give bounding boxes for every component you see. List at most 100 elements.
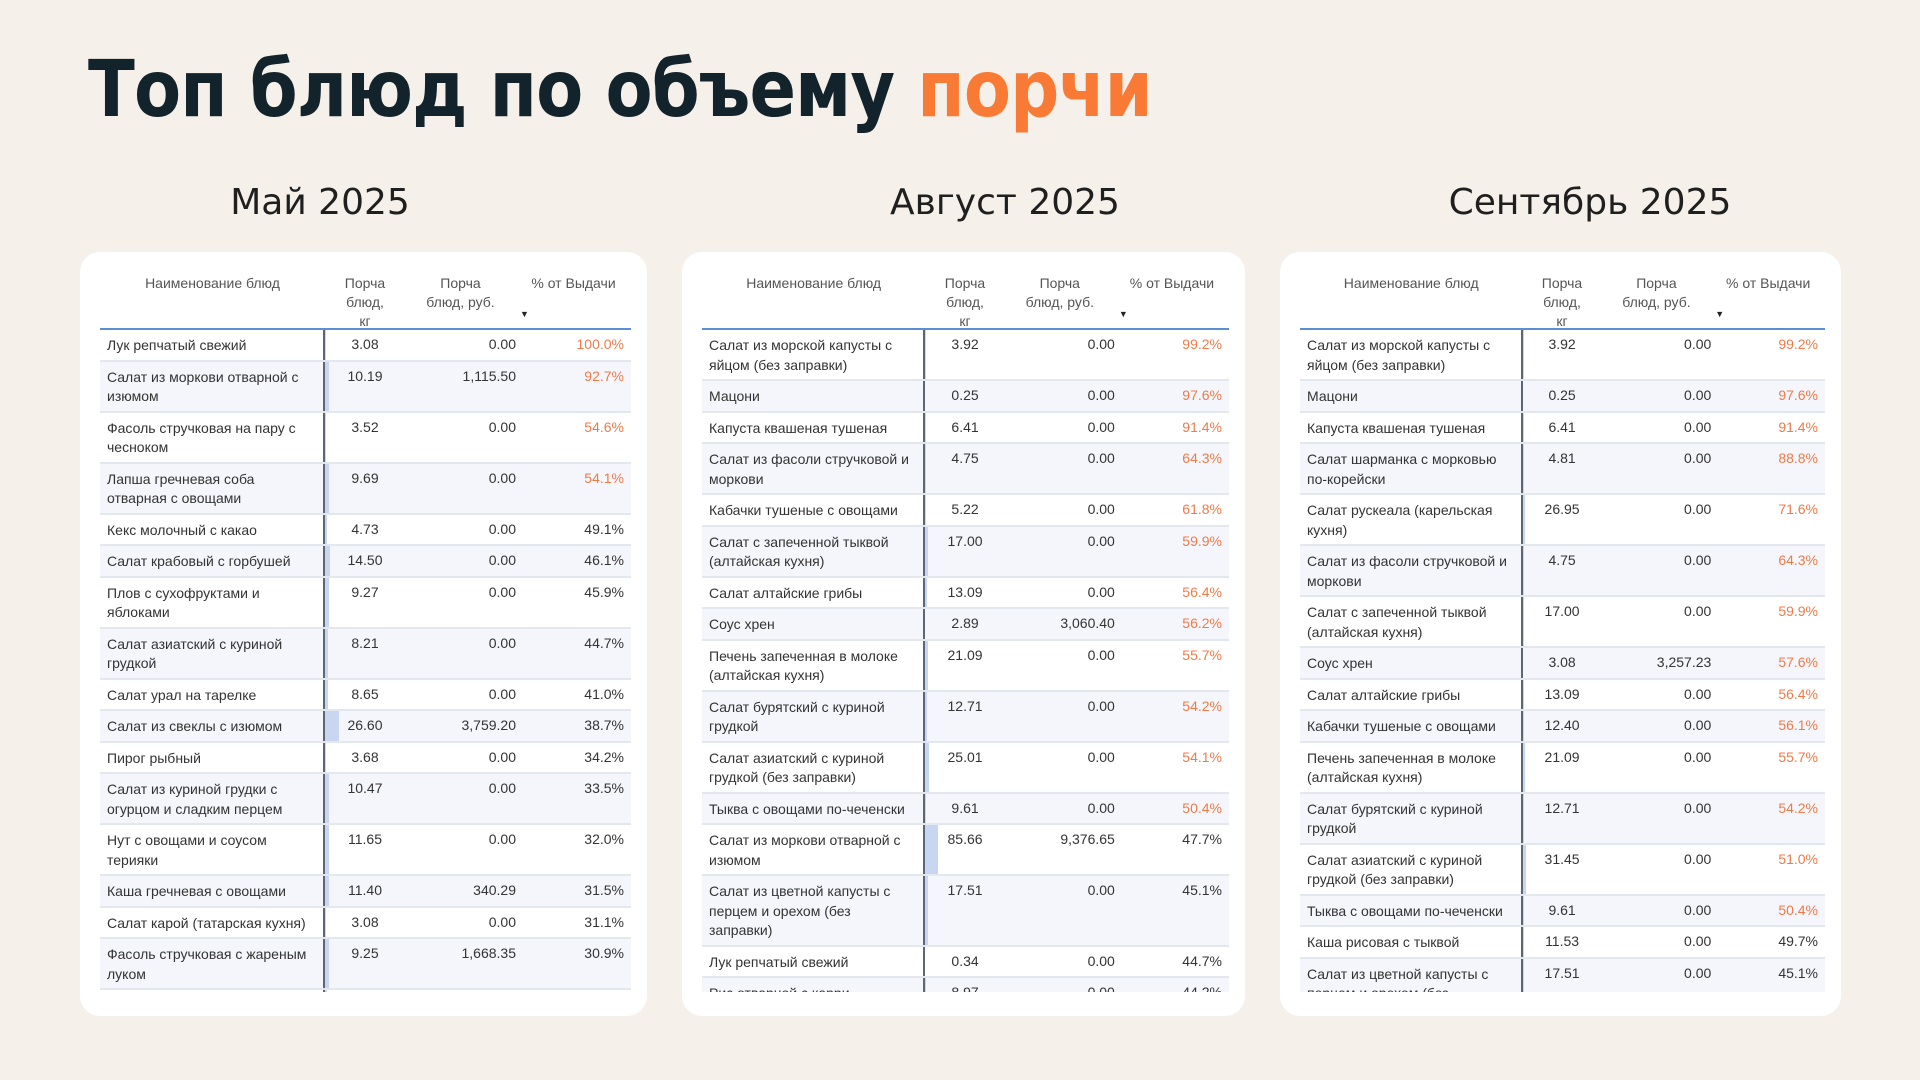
- period-title-may: Май 2025: [230, 182, 410, 223]
- column-header-rub[interactable]: Порча блюд, руб.: [1602, 266, 1712, 328]
- table-row[interactable]: Лук репчатый свежий 0.34 0.00 44.7%: [702, 946, 1229, 978]
- spoilage-kg-cell: 26.95: [1522, 495, 1602, 544]
- table-row[interactable]: Салат карой (татарская кухня) 3.08 0.00 31.…: [100, 907, 631, 939]
- sort-desc-icon[interactable]: ▼: [1118, 309, 1128, 319]
- table-row[interactable]: Салат из морской капусты с яйцом (без за…: [1300, 330, 1825, 381]
- dish-name-cell: Салат рускеала (карельская кухня): [1300, 495, 1523, 544]
- dish-name-cell: Салат азиатский с куриной грудкой: [100, 628, 325, 678]
- table-row[interactable]: Салат крабовый с горбушей 14.50 0.00 46.1%: [100, 546, 631, 578]
- table-row[interactable]: Тыква с овощами по-чеченски 9.61 0.00 50.4%: [1300, 895, 1825, 927]
- percent-of-issue-cell: 45.9%: [584, 583, 624, 600]
- period-title-september: Сентябрь 2025: [1448, 182, 1732, 223]
- percent-of-issue-cell: 29.8%: [516, 990, 631, 992]
- table-row[interactable]: Салат алтайские грибы 13.09 0.00 56.4%: [702, 577, 1229, 609]
- table-row[interactable]: Салат алтайские грибы 13.09 0.00 56.4%: [1300, 679, 1825, 711]
- table-row[interactable]: Салат азиатский с куриной грудкой (без з…: [702, 742, 1229, 794]
- table-row[interactable]: Соус хрен 3.08 3,257.23 57.6%: [1300, 648, 1825, 680]
- spoilage-rub-cell: 3,257.23: [1656, 654, 1712, 670]
- table-row[interactable]: Салат из моркови отварной с изюмом 10.19 1…: [100, 361, 631, 413]
- kg-data-bar: [325, 577, 329, 627]
- table-row[interactable]: Салат азиатский с куриной грудкой (без з…: [1300, 844, 1825, 896]
- sort-desc-icon[interactable]: ▼: [1715, 309, 1725, 319]
- table-row[interactable]: Салат из фасоли стручковой и моркови 4.75…: [1300, 546, 1825, 597]
- table-row[interactable]: Каша гречневая с овощами 11.40 340.29 31.5%: [100, 876, 631, 908]
- table-row[interactable]: Фасоль стручковая с жареным луком 9.25 1,6…: [100, 939, 631, 990]
- column-header-kg[interactable]: Порча блюд, кг: [925, 266, 1004, 329]
- table-row[interactable]: Печень запеченная в молоке (алтайская ку…: [1300, 742, 1825, 794]
- spoilage-kg-cell: 0.25: [1523, 381, 1602, 411]
- table-row[interactable]: Капуста квашеная тушеная 6.41 0.00 91.4%: [702, 412, 1229, 444]
- column-header-pct-cell[interactable]: % от Выдачи ▼: [1711, 266, 1825, 328]
- dish-name-cell: Салат из цветной капусты с перцем и орех…: [1300, 958, 1523, 992]
- spoilage-kg-value: 4.75: [1548, 552, 1576, 568]
- table-august[interactable]: Наименование блюд Порча блюд, кг Порча блюд,…: [702, 266, 1229, 992]
- table-row[interactable]: Мацони 0.25 0.00 97.6%: [702, 381, 1229, 413]
- spoilage-kg-value: 26.60: [347, 717, 383, 733]
- table-row[interactable]: Лук репчатый свежий 3.08 0.00 100.0%: [100, 330, 631, 362]
- column-header-name[interactable]: Наименование блюд: [746, 275, 882, 291]
- table-row[interactable]: Салат из б/к капусты с яблоком и огурцом…: [100, 990, 631, 992]
- dish-name-cell: Мацони: [1300, 381, 1523, 411]
- spoilage-rub-cell: 0.00: [1087, 387, 1115, 403]
- table-row[interactable]: Рис отварной с карри 8.97 0.00 44.2%: [702, 978, 1229, 992]
- spoilage-kg-cell: 11.40: [325, 876, 405, 906]
- table-row[interactable]: Салат из моркови отварной с изюмом 85.66 9…: [702, 825, 1229, 876]
- table-row[interactable]: Плов с сухофруктами и яблоками 9.27 0.00 45…: [100, 577, 631, 629]
- table-row[interactable]: Салат из морской капусты с яйцом (без за…: [702, 330, 1229, 381]
- table-row[interactable]: Пирог рыбный 3.68 0.00 34.2%: [100, 742, 631, 774]
- table-row[interactable]: Салат урал на тарелке 8.65 0.00 41.0%: [100, 679, 631, 711]
- table-row[interactable]: Кекс молочный с какао 4.73 0.00 49.1%: [100, 514, 631, 546]
- column-header-kg[interactable]: Порча блюд, кг: [325, 266, 405, 329]
- table-row[interactable]: Тыква с овощами по-чеченски 9.61 0.00 50.4%: [702, 793, 1229, 825]
- table-row[interactable]: Салат бурятский с куриной грудкой 12.71 0.…: [1300, 793, 1825, 845]
- spoilage-kg-value: 12.40: [1544, 717, 1580, 733]
- spoilage-kg-value: 4.81: [1548, 450, 1576, 466]
- table-row[interactable]: Мацони 0.25 0.00 97.6%: [1300, 381, 1825, 413]
- table-row[interactable]: Салат шарманка с морковью по-корейски 4.8…: [1300, 444, 1825, 495]
- table-row[interactable]: Кабачки тушеные с овощами 12.40 0.00 56.1%: [1300, 711, 1825, 743]
- table-row[interactable]: Салат из цветной капусты с перцем и орех…: [702, 876, 1229, 947]
- column-header-name[interactable]: Наименование блюд: [1343, 275, 1479, 291]
- table-row[interactable]: Салат из свеклы с изюмом 26.60 3,759.20 38.…: [100, 711, 631, 743]
- spoilage-kg-value: 14.50: [347, 552, 383, 568]
- table-row[interactable]: Капуста квашеная тушеная 6.41 0.00 91.4%: [1300, 412, 1825, 444]
- table-row[interactable]: Салат бурятский с куриной грудкой 12.71 0.…: [702, 691, 1229, 743]
- spoilage-rub-cell: 0.00: [488, 780, 516, 796]
- table-row[interactable]: Салат с запеченной тыквой (алтайская кух…: [1300, 597, 1825, 648]
- column-header-name[interactable]: Наименование блюд: [145, 275, 280, 291]
- spoilage-rub-cell: 340.29: [473, 882, 516, 898]
- dish-name-cell: Салат из моркови отварной с изюмом: [702, 825, 926, 874]
- spoilage-kg-cell: 8.65: [325, 679, 405, 709]
- column-header-rub[interactable]: Порча блюд, руб.: [405, 266, 516, 328]
- table-row[interactable]: Салат азиатский с куриной грудкой 8.21 0.0…: [100, 628, 631, 680]
- sort-desc-icon[interactable]: ▼: [520, 309, 529, 319]
- spoilage-rub-cell: 0.00: [488, 685, 516, 702]
- table-row[interactable]: Фасоль стручковая на пару с чесноком 3.52…: [100, 412, 631, 464]
- dish-name-cell: Соус хрен: [1300, 648, 1523, 678]
- spoilage-kg-cell: 9.25: [325, 939, 405, 988]
- table-row[interactable]: Салат рускеала (карельская кухня) 26.95 0.…: [1300, 495, 1825, 546]
- kg-data-bar: [925, 793, 927, 823]
- spoilage-kg-value: 10.19: [347, 367, 383, 384]
- table-september[interactable]: Наименование блюд Порча блюд, кг Порча блюд,…: [1300, 266, 1825, 992]
- table-row[interactable]: Кабачки тушеные с овощами 5.22 0.00 61.8%: [702, 495, 1229, 527]
- column-header-pct-cell[interactable]: % от Выдачи ▼: [1115, 266, 1229, 328]
- column-header-rub[interactable]: Порча блюд, руб.: [1005, 266, 1115, 328]
- percent-of-issue-cell: 91.4%: [1182, 418, 1222, 435]
- table-row[interactable]: Лапша гречневая соба отварная с овощами 9…: [100, 463, 631, 515]
- table-row[interactable]: Салат с запеченной тыквой (алтайская кух…: [702, 526, 1229, 578]
- column-header-pct-label: % от Выдачи: [1726, 275, 1811, 291]
- table-row[interactable]: Салат из цветной капусты с перцем и орех…: [1300, 958, 1825, 992]
- table-row[interactable]: Печень запеченная в молоке (алтайская ку…: [702, 640, 1229, 692]
- dish-name-cell: Салат карой (татарская кухня): [100, 907, 325, 937]
- table-row[interactable]: Соус хрен 2.89 3,060.40 56.2%: [702, 609, 1229, 641]
- column-header-pct-cell[interactable]: % от Выдачи ▼: [516, 266, 631, 328]
- table-row[interactable]: Нут с овощами и соусом терияки 11.65 0.00 3…: [100, 825, 631, 876]
- table-may[interactable]: Наименование блюд Порча блюд, кг Порча блюд,…: [100, 266, 631, 992]
- table-row[interactable]: Салат из куриной грудки с огурцом и слад…: [100, 774, 631, 825]
- column-header-kg[interactable]: Порча блюд, кг: [1522, 266, 1601, 329]
- table-row[interactable]: Салат из фасоли стручковой и моркови 4.75…: [702, 444, 1229, 495]
- spoilage-kg-cell: 2.89: [925, 609, 1004, 639]
- spoilage-kg-value: 17.00: [1544, 603, 1580, 619]
- table-row[interactable]: Каша рисовая с тыквой 11.53 0.00 49.7%: [1300, 927, 1825, 959]
